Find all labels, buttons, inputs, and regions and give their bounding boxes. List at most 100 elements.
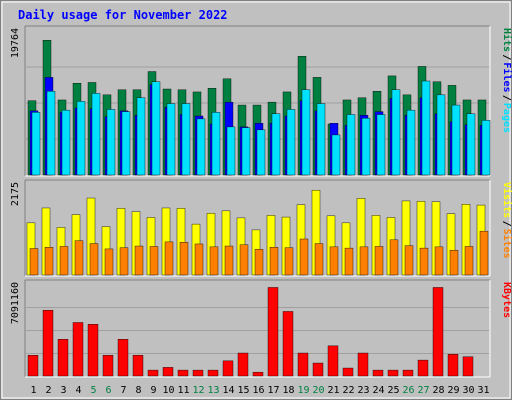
- panel-kbytes-plot: [25, 280, 490, 377]
- panel-visits-max-label: 2175: [10, 182, 21, 206]
- bar-hits-pages-day-21: [331, 134, 341, 176]
- x-tick-label-day-12: 12: [192, 385, 204, 396]
- bar-kbytes-kbytes-day-29: [447, 354, 459, 377]
- bar-visits-sites-day-19: [299, 238, 309, 276]
- x-tick-label-day-13: 13: [207, 385, 219, 396]
- bar-visits-sites-day-22: [344, 247, 354, 276]
- bar-visits-sites-day-9: [149, 246, 159, 276]
- bar-visits-sites-day-1: [29, 248, 39, 276]
- bar-hits-pages-day-11: [181, 103, 191, 176]
- bar-kbytes-kbytes-day-17: [267, 287, 279, 377]
- bar-kbytes-kbytes-day-23: [357, 352, 369, 377]
- chart-panels: 19764 Hits / Files / Pages 2175 Visits / Sites 709…: [10, 25, 512, 378]
- bar-kbytes-kbytes-day-11: [177, 369, 189, 377]
- panel-hits-side-label-slash: /: [501, 54, 512, 60]
- bar-visits-sites-day-20: [314, 243, 324, 276]
- x-tick-label-day-19: 19: [297, 385, 309, 396]
- bar-visits-sites-day-10: [164, 241, 174, 276]
- panel-visits: 2175 Visits / Sites: [10, 179, 512, 277]
- bar-hits-pages-day-30: [466, 113, 476, 176]
- x-tick-label-day-25: 25: [387, 385, 399, 396]
- bar-hits-pages-day-31: [481, 120, 491, 176]
- bar-visits-sites-day-14: [224, 245, 234, 276]
- chart-title: Daily usage for November 2022: [18, 8, 228, 22]
- panel-visits-side-label-visits: Visits: [501, 182, 512, 218]
- x-tick-label-day-22: 22: [342, 385, 354, 396]
- bar-visits-sites-day-7: [119, 247, 129, 276]
- bar-kbytes-kbytes-day-26: [402, 369, 414, 377]
- bar-visits-sites-day-15: [239, 244, 249, 276]
- bar-visits-sites-day-11: [179, 242, 189, 276]
- panel-hits-side-labels: Hits / Files / Pages: [501, 28, 512, 133]
- bar-visits-sites-day-5: [89, 243, 99, 276]
- x-tick-label-day-23: 23: [357, 385, 369, 396]
- bar-visits-sites-day-30: [464, 246, 474, 276]
- bar-hits-pages-day-3: [61, 109, 71, 176]
- bar-hits-pages-day-9: [151, 81, 161, 176]
- bar-kbytes-kbytes-day-3: [57, 339, 69, 377]
- bar-kbytes-kbytes-day-14: [222, 360, 234, 377]
- bar-kbytes-kbytes-day-13: [207, 369, 219, 377]
- x-tick-label-day-9: 9: [150, 385, 156, 396]
- bar-hits-pages-day-25: [391, 89, 401, 176]
- bar-kbytes-kbytes-day-1: [27, 355, 39, 377]
- bar-visits-sites-day-31: [479, 230, 489, 276]
- bar-hits-pages-day-12: [196, 118, 206, 176]
- bar-visits-sites-day-26: [404, 245, 414, 276]
- bar-kbytes-kbytes-day-4: [72, 322, 84, 377]
- x-tick-label-day-30: 30: [462, 385, 474, 396]
- panel-kbytes-side-labels: KBytes: [501, 282, 512, 318]
- x-tick-label-day-3: 3: [60, 385, 66, 396]
- bar-visits-sites-day-24: [374, 246, 384, 276]
- bar-visits-sites-day-6: [104, 248, 114, 276]
- bar-visits-sites-day-27: [419, 247, 429, 276]
- bar-kbytes-kbytes-day-27: [417, 359, 429, 377]
- bar-hits-pages-day-5: [91, 93, 101, 176]
- bar-visits-sites-day-21: [329, 246, 339, 276]
- bar-visits-sites-day-12: [194, 243, 204, 276]
- bar-visits-sites-day-28: [434, 246, 444, 276]
- bar-kbytes-kbytes-day-16: [252, 371, 264, 377]
- x-tick-label-day-29: 29: [447, 385, 459, 396]
- bar-hits-pages-day-23: [361, 117, 371, 176]
- bar-kbytes-kbytes-day-22: [342, 367, 354, 377]
- bar-hits-pages-day-29: [451, 104, 461, 176]
- bar-hits-pages-day-22: [346, 114, 356, 176]
- bar-hits-pages-day-20: [316, 103, 326, 176]
- bar-visits-sites-day-25: [389, 239, 399, 276]
- bar-hits-pages-day-19: [301, 89, 311, 176]
- bar-hits-pages-day-13: [211, 112, 221, 176]
- bar-hits-pages-day-24: [376, 114, 386, 176]
- x-tick-label-day-20: 20: [312, 385, 324, 396]
- bar-hits-pages-day-4: [76, 101, 86, 176]
- bar-visits-sites-day-4: [74, 240, 84, 276]
- x-tick-label-day-17: 17: [267, 385, 279, 396]
- x-tick-label-day-8: 8: [135, 385, 141, 396]
- x-tick-label-day-14: 14: [222, 385, 234, 396]
- x-tick-label-day-26: 26: [402, 385, 414, 396]
- bar-kbytes-kbytes-day-18: [282, 311, 294, 377]
- bar-kbytes-kbytes-day-6: [102, 355, 114, 377]
- bar-hits-pages-day-15: [241, 127, 251, 176]
- bar-hits-pages-day-16: [256, 129, 266, 176]
- bar-kbytes-kbytes-day-8: [132, 355, 144, 377]
- panel-visits-side-labels: Visits / Sites: [501, 182, 512, 259]
- panel-hits-side-label-pages: Pages: [501, 103, 512, 133]
- x-tick-label-day-28: 28: [432, 385, 444, 396]
- x-tick-label-day-31: 31: [477, 385, 489, 396]
- bar-visits-sites-day-8: [134, 245, 144, 276]
- x-tick-label-day-15: 15: [237, 385, 249, 396]
- bar-kbytes-kbytes-day-30: [462, 356, 474, 377]
- bar-kbytes-kbytes-day-15: [237, 352, 249, 377]
- bar-kbytes-kbytes-day-21: [327, 345, 339, 377]
- x-tick-label-day-10: 10: [162, 385, 174, 396]
- bar-hits-pages-day-6: [106, 109, 116, 176]
- x-tick-label-day-11: 11: [177, 385, 189, 396]
- bar-hits-pages-day-7: [121, 111, 131, 176]
- bar-visits-sites-day-13: [209, 246, 219, 276]
- bar-hits-pages-day-28: [436, 94, 446, 176]
- bar-visits-sites-day-16: [254, 249, 264, 276]
- panel-hits-side-label-files: Files: [501, 62, 512, 92]
- x-tick-label-day-7: 7: [120, 385, 126, 396]
